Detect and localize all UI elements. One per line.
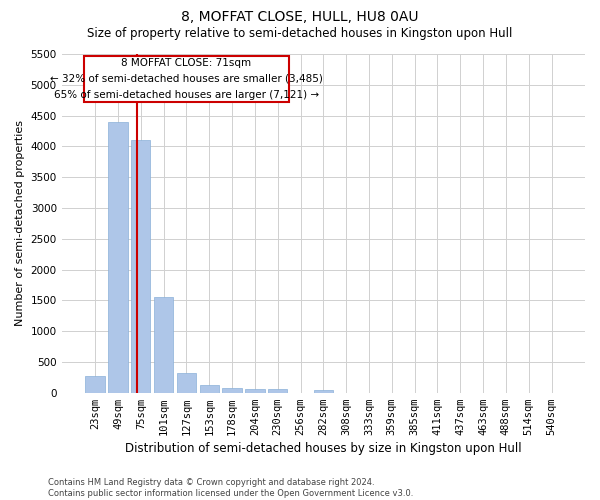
Text: 8, MOFFAT CLOSE, HULL, HU8 0AU: 8, MOFFAT CLOSE, HULL, HU8 0AU xyxy=(181,10,419,24)
Bar xyxy=(131,140,151,392)
Y-axis label: Number of semi-detached properties: Number of semi-detached properties xyxy=(15,120,25,326)
Bar xyxy=(177,373,196,392)
Bar xyxy=(200,386,219,392)
Bar xyxy=(85,376,105,392)
Bar xyxy=(108,122,128,392)
X-axis label: Distribution of semi-detached houses by size in Kingston upon Hull: Distribution of semi-detached houses by … xyxy=(125,442,521,455)
Bar xyxy=(314,390,333,392)
Bar xyxy=(268,390,287,392)
Text: Size of property relative to semi-detached houses in Kingston upon Hull: Size of property relative to semi-detach… xyxy=(88,28,512,40)
FancyBboxPatch shape xyxy=(84,56,289,102)
Bar xyxy=(223,388,242,392)
Bar xyxy=(154,297,173,392)
Text: Contains HM Land Registry data © Crown copyright and database right 2024.
Contai: Contains HM Land Registry data © Crown c… xyxy=(48,478,413,498)
Bar xyxy=(245,389,265,392)
Text: 8 MOFFAT CLOSE: 71sqm
← 32% of semi-detached houses are smaller (3,485)
65% of s: 8 MOFFAT CLOSE: 71sqm ← 32% of semi-deta… xyxy=(50,58,323,100)
